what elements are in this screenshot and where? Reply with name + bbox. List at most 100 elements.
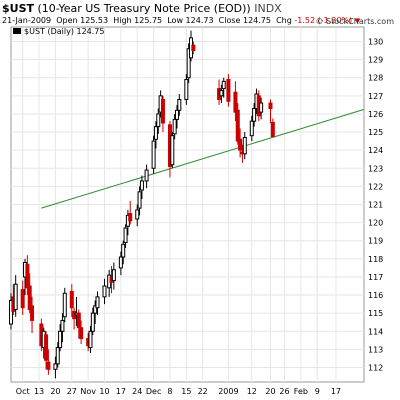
candle <box>79 320 84 344</box>
candle <box>268 99 273 123</box>
candle-body <box>93 305 98 314</box>
candle <box>172 113 177 140</box>
candle <box>58 324 63 352</box>
quote-date: 21-Jan-2009 <box>2 16 52 25</box>
candle <box>9 293 13 330</box>
candle <box>88 325 93 354</box>
candle <box>93 300 98 325</box>
candle-body <box>177 98 182 111</box>
open-label: Open <box>56 16 78 25</box>
candle <box>90 307 95 335</box>
candle <box>252 103 257 127</box>
candle <box>69 284 74 317</box>
candle <box>128 200 133 225</box>
y-tick-label: 125 <box>368 128 383 137</box>
x-tick-label: 26 <box>279 387 289 396</box>
candle-body <box>102 285 107 298</box>
x-tick-label: 12 <box>247 387 257 396</box>
candle-body <box>259 102 264 113</box>
y-tick-label: 130 <box>368 37 383 46</box>
candle <box>226 74 231 107</box>
y-tick-label: 121 <box>368 201 383 210</box>
y-tick-label: 129 <box>368 56 383 65</box>
candle <box>191 41 196 55</box>
y-axis: 112 113 114 115 116 117 118 119 120 121 122 123 124 1… <box>368 37 383 372</box>
candle-body <box>118 256 123 269</box>
candle-body <box>69 290 74 309</box>
y-tick-label: 124 <box>368 146 383 155</box>
open-value: 125.53 <box>80 16 109 25</box>
x-tick-label: 20 <box>265 387 275 396</box>
close-value: 124.75 <box>242 16 271 25</box>
candle <box>153 121 158 149</box>
candle-body <box>90 312 95 332</box>
candle-body <box>221 80 226 90</box>
candle-body <box>238 138 243 151</box>
candle-body <box>9 299 13 325</box>
y-tick-label: 114 <box>368 327 383 336</box>
candle-body <box>25 263 30 289</box>
high-label: High <box>113 16 132 25</box>
legend: $UST (Daily) 124.75 <box>13 27 104 36</box>
candle <box>238 128 243 158</box>
candle <box>123 224 128 248</box>
y-tick-label: 128 <box>368 74 383 83</box>
candle-body <box>60 319 65 332</box>
candle-body <box>174 109 179 120</box>
y-tick-label: 118 <box>368 255 383 264</box>
candle-body <box>186 48 191 79</box>
candle <box>72 307 77 330</box>
candle <box>95 291 100 315</box>
high-value: 125.75 <box>134 16 163 25</box>
grid <box>11 27 364 382</box>
candle-body <box>172 118 177 135</box>
candle-body <box>55 347 60 365</box>
candle <box>118 251 123 276</box>
candle-body <box>76 312 81 329</box>
symbol-label: $UST <box>2 2 35 15</box>
y-tick-label: 127 <box>368 92 383 101</box>
candle <box>137 186 142 216</box>
candle-body <box>170 135 175 166</box>
close-label: Close <box>218 16 241 25</box>
candle <box>160 95 165 133</box>
candle <box>27 273 32 314</box>
y-tick-label: 119 <box>368 237 383 246</box>
candle-body <box>27 285 32 311</box>
candle <box>139 175 144 200</box>
security-name: (10-Year US Treasury Note Price (EOD)) <box>37 2 251 15</box>
candle-body <box>44 334 49 361</box>
y-tick-label: 123 <box>368 164 383 173</box>
y-tick-label: 120 <box>368 219 383 228</box>
candle-body <box>13 283 18 311</box>
candle <box>62 287 67 323</box>
quote-summary: 21-Jan-2009 Open 125.53 High 125.75 Low … <box>2 16 360 25</box>
chart-title: $UST (10-Year US Treasury Note Price (EO… <box>2 2 282 15</box>
candle <box>184 74 189 105</box>
candle-body <box>123 227 128 244</box>
candle-body <box>153 126 158 140</box>
candle-body <box>151 140 156 169</box>
x-tick-label: 24 <box>132 387 142 396</box>
candle-body <box>121 243 126 258</box>
candle <box>242 132 247 160</box>
candle <box>156 108 161 134</box>
candle-body <box>30 305 35 321</box>
x-tick-label: 22 <box>198 387 208 396</box>
candle-body <box>111 269 116 282</box>
candle <box>170 132 175 169</box>
candle-body <box>226 79 231 102</box>
candle <box>235 103 240 145</box>
candle <box>249 115 254 142</box>
x-tick-label: 13 <box>34 387 44 396</box>
trendline <box>41 108 365 209</box>
candle-body <box>62 292 67 318</box>
x-axis: Oct 13 20 27 Nov 10 17 24 Dec 8 15 22 2009 12 20 26 Feb 9… <box>16 387 341 396</box>
candle <box>53 356 58 379</box>
candle-body <box>160 98 165 124</box>
candle-body <box>235 109 240 142</box>
x-tick-label: 15 <box>181 387 191 396</box>
change-value: -1.52 (-1.20%) <box>294 16 353 25</box>
candle-body <box>79 327 84 340</box>
